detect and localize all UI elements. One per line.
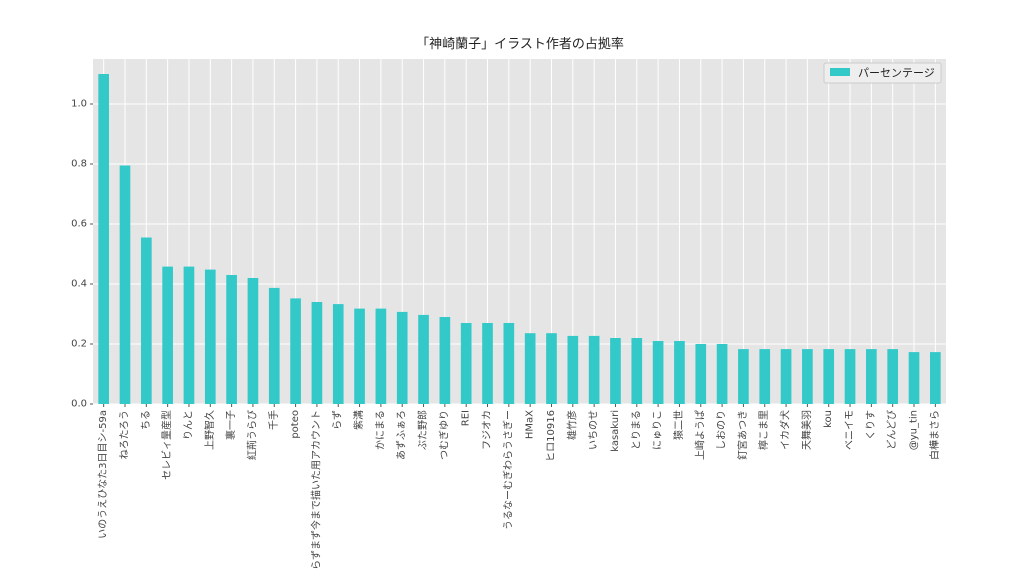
bar bbox=[567, 335, 579, 404]
bar bbox=[332, 304, 344, 404]
x-tick-label: poteo bbox=[290, 410, 301, 439]
x-tick-label: かにまる bbox=[374, 410, 386, 450]
x-tick-label: HMaX bbox=[525, 410, 536, 439]
x-tick-label: しおのり bbox=[716, 410, 728, 450]
x-tick-label: らずまず今まで描いた用アカウント bbox=[309, 410, 322, 570]
y-tick-label: 0.8 bbox=[71, 159, 87, 170]
bar bbox=[738, 349, 749, 404]
bar bbox=[823, 349, 835, 404]
bar bbox=[183, 266, 195, 404]
bar bbox=[887, 349, 899, 404]
bar bbox=[866, 349, 877, 404]
x-tick-label: つむぎゆり bbox=[437, 410, 450, 460]
bar bbox=[652, 341, 664, 404]
bar bbox=[482, 323, 493, 404]
x-tick-label: 上崎ようぱ bbox=[693, 410, 706, 460]
y-tick-label: 0.4 bbox=[71, 279, 87, 290]
legend-swatch bbox=[830, 68, 850, 76]
legend-box bbox=[823, 62, 942, 84]
x-tick-label: 紅荊うらび bbox=[246, 410, 258, 460]
legend-label: パーセンテージ bbox=[858, 67, 935, 80]
x-tick-label: 檸こま里 bbox=[757, 410, 770, 450]
bar bbox=[226, 275, 237, 404]
x-tick-label: くりす bbox=[865, 410, 877, 440]
x-tick-label: あずふぁろ bbox=[396, 410, 408, 460]
y-tick-label: 0.2 bbox=[71, 339, 87, 350]
x-tick-label: REI bbox=[461, 410, 472, 426]
y-tick-label: 0.0 bbox=[71, 399, 87, 410]
x-tick-label: 釘宮あつき bbox=[736, 410, 749, 460]
chart-title: 「神崎蘭子」イラスト作者の占拠率 bbox=[416, 36, 624, 52]
bar bbox=[716, 344, 728, 404]
bar bbox=[354, 308, 365, 404]
x-tick-label: とりまる bbox=[630, 410, 642, 450]
x-tick-label: 雄竹彦 bbox=[565, 410, 578, 440]
x-tick-label: どんどび bbox=[886, 410, 898, 450]
bar bbox=[610, 338, 621, 404]
bar bbox=[418, 314, 429, 404]
bar bbox=[204, 269, 216, 404]
x-tick-label: いのうえひなた3日目シ-59a bbox=[97, 410, 109, 539]
x-tick-label: ぶた野郎 bbox=[416, 410, 429, 450]
bar bbox=[162, 266, 173, 404]
x-tick-label: フジオカ bbox=[481, 410, 493, 450]
x-tick-label: うるなーむぎわらうさぎー bbox=[501, 410, 514, 530]
bar bbox=[930, 352, 941, 404]
x-tick-label: べニイモ bbox=[845, 410, 856, 450]
x-tick-label: ヒロ10916 bbox=[545, 410, 557, 462]
bar bbox=[247, 278, 259, 404]
bar bbox=[439, 317, 451, 404]
x-tick-label: にゅりこ bbox=[652, 410, 664, 450]
bars bbox=[98, 74, 941, 404]
x-tick-label: 猿二世 bbox=[672, 410, 685, 440]
bar bbox=[780, 349, 792, 404]
bar bbox=[290, 298, 301, 404]
bar bbox=[375, 308, 387, 404]
bar bbox=[460, 323, 472, 404]
bar bbox=[524, 333, 536, 404]
bar bbox=[503, 323, 515, 404]
y-tick-label: 0.6 bbox=[71, 219, 87, 230]
bar bbox=[119, 165, 131, 404]
bar bbox=[396, 311, 408, 404]
x-tick-label: ねろたろう bbox=[118, 410, 130, 459]
x-tick-label: 白樺まさら bbox=[928, 410, 941, 460]
bar bbox=[588, 335, 600, 404]
legend: パーセンテージ bbox=[823, 62, 942, 84]
x-tick-label: kou bbox=[823, 410, 834, 428]
x-tick-label: いちのせ bbox=[588, 410, 600, 450]
bar bbox=[140, 237, 152, 404]
x-tick-label: kasakuri bbox=[610, 410, 621, 452]
x-tick-label: 裏一子 bbox=[224, 410, 237, 440]
x-tick-label: 天舞美羽 bbox=[800, 410, 813, 450]
x-tick-label: 紫溝 bbox=[352, 410, 365, 430]
x-tick-label: ちる bbox=[140, 410, 152, 430]
bar bbox=[674, 341, 685, 404]
bar bbox=[759, 349, 771, 404]
x-tick-label: セレビィ量産型 bbox=[160, 410, 173, 480]
x-tick-label: 千手 bbox=[267, 410, 280, 430]
x-tick-label: りんと bbox=[182, 410, 194, 440]
bar bbox=[98, 74, 109, 404]
bar bbox=[695, 344, 707, 404]
bar bbox=[908, 352, 920, 404]
x-axis-ticks: いのうえひなた3日目シ-59a ねろたろう ちる セレビィ量産型 りんと 上野智久 裏一子紅… bbox=[97, 404, 941, 570]
y-axis-ticks: 0.0 0.2 0.4 0.6 0.8 1.0 bbox=[71, 99, 93, 410]
x-tick-label: 上野智久 bbox=[203, 410, 216, 450]
plot-area bbox=[93, 59, 946, 404]
bar bbox=[268, 287, 280, 404]
bar bbox=[546, 333, 557, 404]
bar bbox=[311, 302, 323, 404]
bar bbox=[802, 349, 813, 404]
x-tick-label: イカダ犬 bbox=[779, 410, 792, 450]
y-tick-label: 1.0 bbox=[71, 99, 87, 110]
x-tick-label: らず bbox=[332, 410, 344, 430]
bar bbox=[844, 349, 856, 404]
x-tick-label: @yu_tin bbox=[909, 410, 920, 450]
bar bbox=[631, 338, 643, 404]
